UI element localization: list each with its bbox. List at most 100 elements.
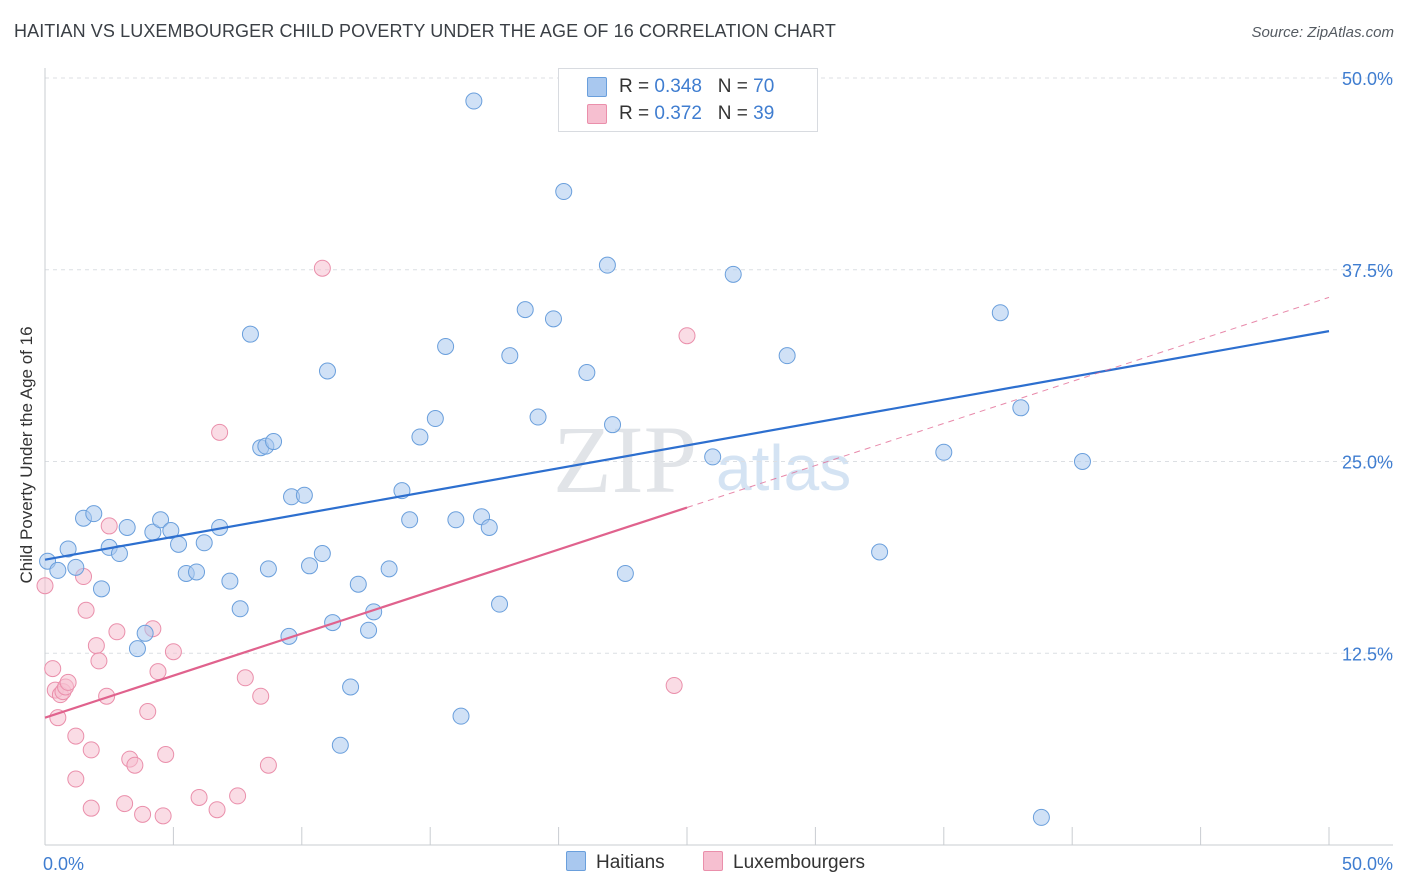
luxembourger-point	[259, 756, 277, 774]
luxembourger-point	[98, 687, 116, 705]
legend-n-label: N =	[717, 76, 754, 97]
haitian-point	[301, 557, 319, 575]
luxembourger-point	[87, 637, 105, 655]
source-credit: Source: ZipAtlas.com	[1251, 24, 1394, 41]
haitian-point	[935, 443, 953, 461]
haitian-point	[991, 304, 1009, 322]
watermark-zip: ZIP	[553, 406, 697, 513]
haitian-point	[1012, 399, 1030, 417]
luxembourger-point	[77, 601, 95, 619]
haitian-point	[447, 511, 465, 529]
haitian-point	[188, 563, 206, 581]
haitian-point	[480, 518, 498, 536]
bottom-legend-haitians: Haitians	[566, 851, 665, 874]
luxembourger-point	[157, 745, 175, 763]
haitian-point	[259, 560, 277, 578]
correlation-legend: R = 0.348 N = 70 R = 0.372 N = 39	[558, 68, 818, 132]
y-tick-label: 25.0%	[1342, 453, 1393, 473]
haitian-point	[118, 518, 136, 536]
luxembourger-point	[82, 741, 100, 759]
haitian-point	[152, 511, 170, 529]
haitians-swatch	[587, 77, 607, 97]
haitian-point	[318, 362, 336, 380]
haitian-point	[265, 433, 283, 451]
legend-r-label: R =	[619, 103, 655, 124]
haitian-point	[426, 410, 444, 428]
haitian-point	[195, 534, 213, 552]
luxembourger-point	[211, 423, 229, 441]
luxembourger-point	[36, 577, 54, 595]
bottom-legend-luxembourgers: Luxembourgers	[703, 851, 865, 874]
haitian-point	[616, 564, 634, 582]
haitian-point	[49, 561, 67, 579]
luxembourger-point	[678, 327, 696, 345]
x-tick-label: 50.0%	[1342, 854, 1393, 874]
haitian-point	[465, 92, 483, 110]
luxembourger-point	[134, 805, 152, 823]
luxembourger-point	[665, 676, 683, 694]
legend-n-value: 39	[753, 103, 775, 124]
luxembourgers-label: Luxembourgers	[733, 852, 866, 873]
haitian-point	[342, 678, 360, 696]
haitian-point	[555, 183, 573, 201]
haitian-point	[578, 364, 596, 382]
grid-lines	[45, 77, 1393, 654]
haitian-point	[401, 511, 419, 529]
haitian-point	[313, 545, 331, 563]
haitian-point	[871, 543, 889, 561]
chart-title: HAITIAN VS LUXEMBOURGER CHILD POVERTY UN…	[14, 21, 836, 41]
haitian-point	[437, 337, 455, 355]
luxembourger-point	[190, 788, 208, 806]
haitian-point	[452, 707, 470, 725]
haitian-point	[136, 624, 154, 642]
luxembourger-point	[100, 517, 118, 535]
haitian-point	[604, 416, 622, 434]
luxembourger-point	[126, 756, 144, 774]
luxembourger-point	[149, 663, 167, 681]
legend-r-value: 0.348	[654, 76, 702, 97]
watermark-atlas: atlas	[716, 432, 851, 504]
haitian-point	[491, 595, 509, 613]
legend-r-label: R =	[619, 76, 655, 97]
y-tick-label: 37.5%	[1342, 261, 1393, 281]
luxembourger-point	[139, 703, 157, 721]
haitian-point	[128, 640, 146, 658]
haitian-point	[67, 558, 85, 576]
legend-r-value: 0.372	[654, 103, 702, 124]
haitian-point	[92, 580, 110, 598]
luxembourgers-swatch	[703, 851, 723, 871]
luxembourger-point	[67, 770, 85, 788]
x-tick-label: 0.0%	[43, 854, 84, 874]
haitian-point	[529, 408, 547, 426]
haitians-points	[39, 92, 1091, 826]
haitian-point	[231, 600, 249, 618]
haitian-point	[724, 265, 742, 283]
luxembourgers-points	[36, 259, 696, 825]
haitians-swatch	[566, 851, 586, 871]
haitian-point	[241, 325, 259, 343]
legend-n-label: N =	[717, 103, 754, 124]
luxembourger-point	[90, 652, 108, 670]
haitian-point	[85, 505, 103, 523]
haitians-trend-line	[44, 330, 1330, 561]
luxembourger-point	[208, 801, 226, 819]
tick-labels: 12.5% 25.0% 37.5% 50.0% 0.0% 50.0%	[43, 69, 1393, 874]
haitian-point	[516, 301, 534, 319]
y-tick-label: 50.0%	[1342, 69, 1393, 89]
haitian-point	[1073, 453, 1091, 470]
watermark: ZIP atlas	[553, 406, 851, 513]
luxembourger-point	[59, 673, 77, 691]
trend-lines	[44, 296, 1330, 719]
haitian-point	[1032, 808, 1050, 826]
luxembourger-point	[313, 259, 331, 277]
luxembourger-point	[154, 807, 172, 825]
haitian-point	[162, 522, 180, 540]
axes	[44, 68, 1393, 846]
y-tick-label: 12.5%	[1342, 644, 1393, 664]
luxembourger-point	[108, 623, 126, 641]
luxembourger-point	[252, 687, 270, 705]
haitian-point	[349, 575, 367, 593]
haitian-point	[360, 621, 378, 639]
luxembourger-point	[236, 669, 254, 687]
